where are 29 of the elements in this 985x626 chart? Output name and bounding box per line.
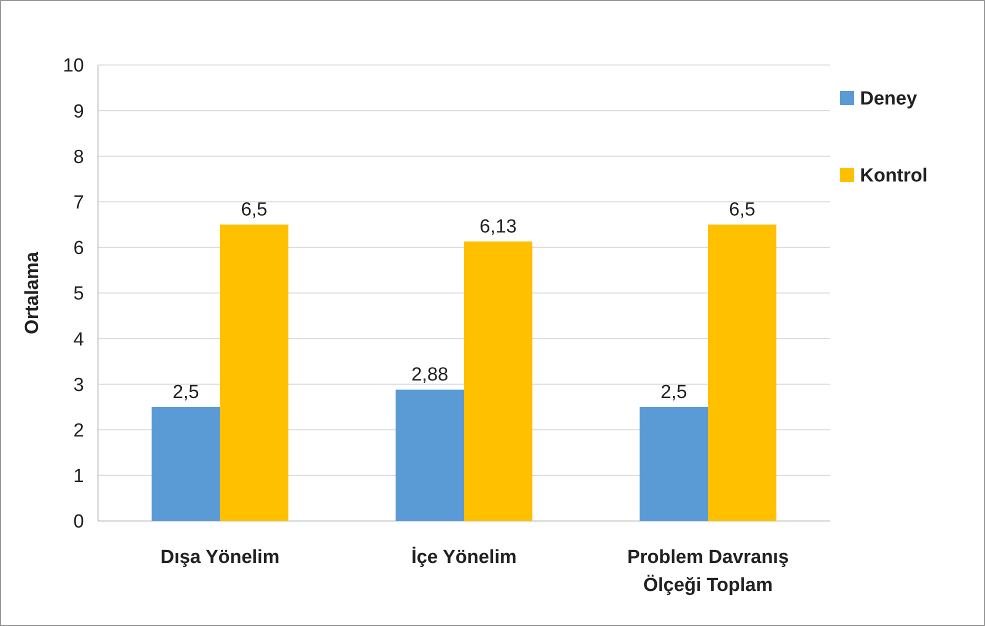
y-tick-label: 8 xyxy=(73,146,84,168)
bar xyxy=(464,241,532,521)
data-label: 2,88 xyxy=(411,364,448,386)
bar xyxy=(396,390,464,521)
y-tick-label: 3 xyxy=(73,374,84,396)
legend-label: Kontrol xyxy=(860,166,928,187)
bar xyxy=(640,407,708,521)
y-tick-label: 2 xyxy=(73,420,84,442)
legend-label: Deney xyxy=(860,88,918,110)
bar xyxy=(152,407,220,521)
y-axis-title: Ortalama xyxy=(22,251,43,334)
data-label: 6,13 xyxy=(480,216,517,238)
bar xyxy=(220,224,288,521)
y-tick-label: 0 xyxy=(73,512,84,533)
y-tick-label: 6 xyxy=(73,238,84,260)
y-tick-label: 4 xyxy=(73,329,84,350)
data-label: 6,5 xyxy=(240,200,268,221)
data-label: 6,5 xyxy=(728,200,756,221)
y-tick-label: 5 xyxy=(73,284,84,305)
x-tick-label: Dışa Yönelim xyxy=(160,547,280,568)
y-tick-label: 9 xyxy=(73,101,84,122)
y-tick-label: 10 xyxy=(62,56,84,77)
y-tick-label: 1 xyxy=(73,466,84,488)
data-label: 2,5 xyxy=(172,382,200,403)
y-tick-label: 7 xyxy=(73,192,84,214)
x-tick-label: Problem Davranış Ölçeği Toplam xyxy=(627,547,789,596)
bar xyxy=(708,224,776,521)
data-label: 2,5 xyxy=(660,382,688,403)
x-tick-label: İçe Yönelim xyxy=(411,546,517,568)
